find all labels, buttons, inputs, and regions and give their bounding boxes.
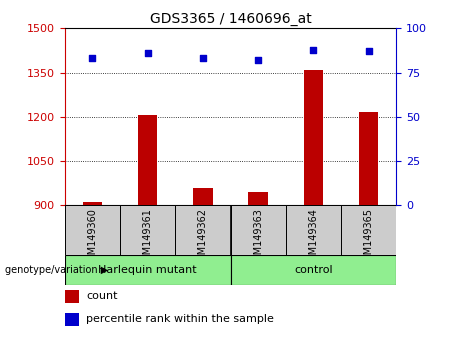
Bar: [286, 205, 341, 255]
Bar: [248, 192, 268, 205]
Bar: [193, 188, 213, 205]
Point: [310, 47, 317, 52]
Point: [144, 50, 151, 56]
Bar: [65, 313, 79, 326]
Bar: [83, 202, 102, 205]
Bar: [65, 255, 230, 285]
Title: GDS3365 / 1460696_at: GDS3365 / 1460696_at: [150, 12, 311, 26]
Text: genotype/variation ▶: genotype/variation ▶: [5, 265, 108, 275]
Text: Harlequin mutant: Harlequin mutant: [98, 265, 197, 275]
Text: count: count: [86, 291, 118, 302]
Bar: [359, 112, 378, 205]
Text: GSM149361: GSM149361: [142, 208, 153, 267]
Bar: [304, 70, 323, 205]
Bar: [230, 205, 286, 255]
Text: GSM149363: GSM149363: [253, 208, 263, 267]
Bar: [138, 115, 157, 205]
Bar: [175, 205, 230, 255]
Point: [89, 56, 96, 61]
Text: GSM149360: GSM149360: [87, 208, 97, 267]
Text: GSM149364: GSM149364: [308, 208, 319, 267]
Point: [199, 56, 207, 61]
Bar: [120, 205, 175, 255]
Text: control: control: [294, 265, 333, 275]
Text: percentile rank within the sample: percentile rank within the sample: [86, 314, 274, 325]
Text: GSM149365: GSM149365: [364, 208, 374, 267]
Bar: [341, 205, 396, 255]
Bar: [65, 290, 79, 303]
Bar: [65, 205, 120, 255]
Text: GSM149362: GSM149362: [198, 208, 208, 267]
Bar: [230, 255, 396, 285]
Point: [365, 48, 372, 54]
Point: [254, 57, 262, 63]
